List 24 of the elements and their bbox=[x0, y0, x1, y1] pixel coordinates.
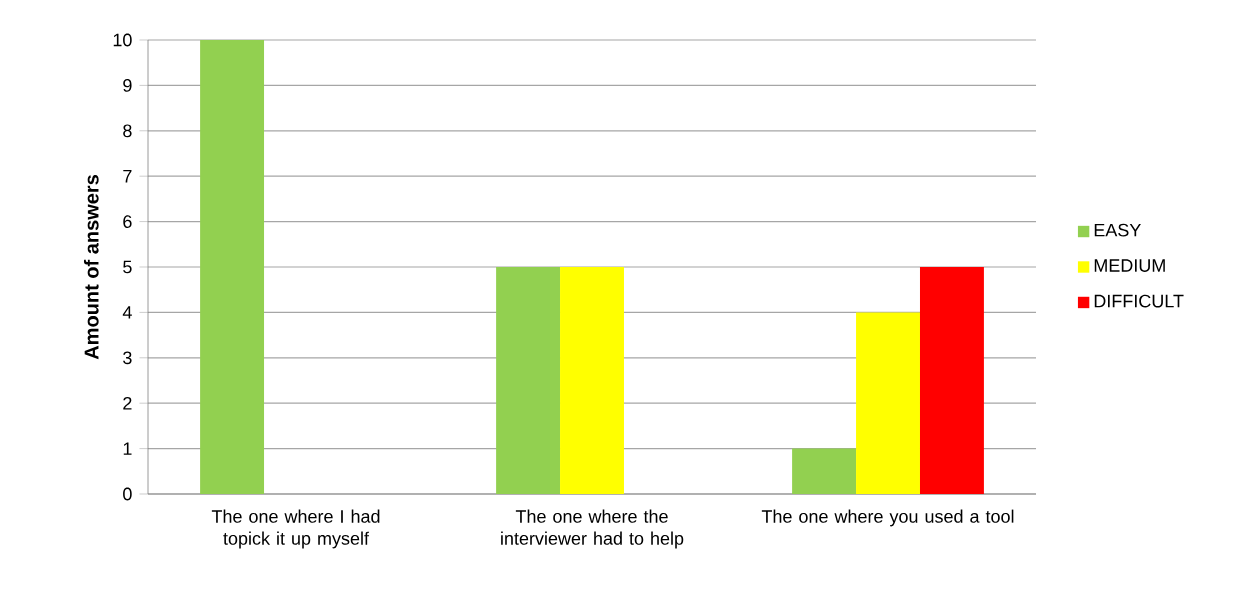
y-tick-label: 2 bbox=[123, 396, 132, 410]
bar bbox=[560, 267, 624, 494]
y-axis-title: Amount of answers bbox=[83, 175, 99, 360]
legend-label: EASY bbox=[1094, 223, 1141, 237]
y-tick-label: 9 bbox=[123, 79, 132, 92]
bar bbox=[496, 267, 561, 494]
bar bbox=[200, 39, 265, 494]
bar bbox=[856, 312, 920, 494]
x-tick-label: The one where the interviewer had to help bbox=[501, 509, 684, 549]
y-tick-label: 8 bbox=[123, 124, 132, 138]
y-tick-label: 10 bbox=[113, 33, 132, 47]
y-tick-label: 6 bbox=[123, 215, 132, 228]
y-tick-label: 3 bbox=[123, 351, 132, 365]
x-tick-label: The one where I had topick it up myself bbox=[211, 509, 380, 549]
legend-label: MEDIUM bbox=[1094, 259, 1165, 272]
y-tick-label: 7 bbox=[123, 170, 132, 183]
y-tick-label: 4 bbox=[122, 306, 132, 319]
y-tick-label: 5 bbox=[123, 260, 132, 274]
legend-label: DIFFICULT bbox=[1094, 294, 1184, 308]
bar bbox=[792, 448, 857, 494]
x-tick-label: The one where you used a tool bbox=[761, 509, 1014, 527]
y-tick-label: 0 bbox=[123, 487, 132, 501]
bar bbox=[919, 267, 984, 494]
y-tick-label: 1 bbox=[123, 442, 132, 455]
